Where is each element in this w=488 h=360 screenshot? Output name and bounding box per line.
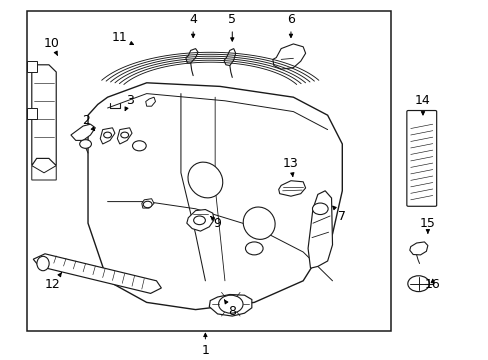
Text: 9: 9 [210, 216, 221, 230]
Circle shape [80, 140, 91, 148]
Polygon shape [278, 181, 305, 196]
Ellipse shape [243, 207, 275, 239]
Circle shape [193, 216, 205, 225]
Polygon shape [27, 61, 37, 72]
Bar [27, 11, 390, 331]
Circle shape [218, 295, 243, 313]
Text: 12: 12 [45, 273, 61, 291]
Text: 5: 5 [228, 13, 236, 41]
Polygon shape [209, 294, 251, 316]
Text: 8: 8 [224, 300, 236, 318]
Text: 14: 14 [414, 94, 430, 115]
Circle shape [103, 132, 111, 138]
Polygon shape [224, 49, 235, 66]
Ellipse shape [37, 256, 49, 271]
Polygon shape [117, 128, 132, 144]
Text: 6: 6 [286, 13, 294, 37]
Text: 13: 13 [283, 157, 298, 176]
Text: 1: 1 [201, 333, 209, 357]
Circle shape [312, 203, 327, 215]
Polygon shape [185, 49, 198, 63]
Text: 3: 3 [125, 94, 133, 111]
Polygon shape [272, 44, 305, 69]
Ellipse shape [187, 162, 223, 198]
Text: 7: 7 [332, 206, 346, 222]
Polygon shape [32, 65, 56, 166]
Circle shape [407, 276, 428, 292]
Polygon shape [100, 128, 115, 144]
Text: 10: 10 [43, 37, 59, 55]
FancyBboxPatch shape [406, 111, 436, 206]
Polygon shape [145, 97, 155, 106]
Circle shape [245, 242, 263, 255]
Polygon shape [33, 254, 161, 293]
Polygon shape [307, 191, 332, 268]
Circle shape [143, 201, 152, 208]
Text: 16: 16 [424, 278, 440, 291]
Polygon shape [88, 83, 342, 310]
Text: 2: 2 [81, 114, 95, 131]
Circle shape [121, 132, 128, 138]
Polygon shape [32, 166, 56, 180]
Polygon shape [27, 108, 37, 119]
Polygon shape [142, 199, 154, 208]
Text: 15: 15 [419, 217, 435, 233]
Polygon shape [186, 210, 214, 231]
Polygon shape [71, 124, 95, 140]
Polygon shape [409, 242, 427, 255]
Circle shape [132, 141, 146, 151]
Text: 11: 11 [112, 31, 133, 45]
Text: 4: 4 [189, 13, 197, 37]
